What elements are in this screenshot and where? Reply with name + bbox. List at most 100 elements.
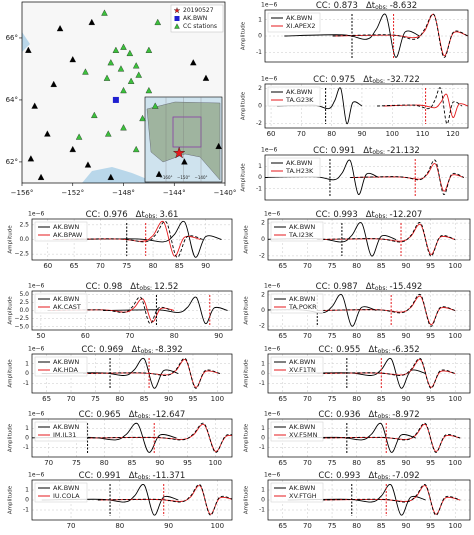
y-tick-label: 1	[25, 487, 29, 494]
y-tick-label: 0.0	[19, 236, 29, 243]
x-tick-label: 70	[303, 459, 312, 467]
frame	[31, 479, 233, 521]
legend-label: IM.IL31	[53, 431, 76, 439]
dt-sub: obs:	[378, 348, 391, 355]
panel-title: CC: 0.873 Δtobs: -8.632	[316, 1, 417, 11]
y-tick-label: 1	[261, 360, 265, 367]
x-tick-label: 75	[328, 395, 337, 403]
x-tick-label: 75	[91, 395, 100, 403]
y-tick-label: 0	[25, 497, 29, 504]
legend-label: AK.BWN	[289, 484, 315, 492]
panel-title: CC: 0.993 Δtobs: -7.092	[318, 471, 419, 481]
y-tick-label: 1	[258, 163, 262, 170]
cc-value: 0.993	[336, 471, 360, 481]
trace	[284, 13, 420, 58]
y-tick-label: -1	[23, 507, 29, 514]
y-tick-label: -1	[259, 507, 265, 514]
station-marker	[120, 43, 127, 50]
x-tick-label: 90	[357, 130, 366, 138]
dt-sub: obs:	[375, 4, 388, 11]
x-tick-label: 60	[267, 130, 276, 138]
dt-sub: obs:	[378, 474, 391, 481]
station-marker	[174, 23, 180, 29]
x-tick-label: 90	[401, 395, 410, 403]
y-tick-label: 0	[258, 103, 262, 110]
y-tick-label: 2	[258, 85, 262, 92]
dt-value: -6.352	[392, 345, 419, 355]
panel-title: CC: 0.98 Δtobs: 12.52	[86, 282, 179, 292]
cc-label: CC:	[318, 410, 333, 420]
station-marker	[107, 173, 115, 180]
y-axis-label: Amplitude	[241, 91, 247, 120]
x-tick-label: 100	[449, 262, 462, 270]
y-tick-label: -1	[256, 185, 262, 192]
panel-title: CC: 0.987 Δtobs: -15.492	[316, 282, 423, 292]
legend-label: TA.POKR	[288, 303, 317, 311]
station-marker	[181, 158, 188, 165]
station-marker	[25, 46, 32, 53]
panel-title: CC: 0.993 Δtobs: -12.207	[316, 210, 423, 220]
inset-tick-label: −140°	[195, 175, 208, 180]
y-tick-label: −2.5	[14, 315, 29, 322]
y-tick-label: -2	[259, 323, 265, 330]
cc-label: CC:	[79, 471, 94, 481]
station-marker	[107, 59, 115, 66]
legend-label: AK.CAST	[53, 303, 81, 311]
x-tick-label: 120	[446, 130, 459, 138]
offset-text: 1e−6	[264, 283, 281, 290]
legend-label: AK.BWN	[286, 159, 312, 167]
shifted-trace	[322, 422, 461, 453]
station-marker	[145, 87, 153, 94]
offset-text: 1e−6	[261, 147, 278, 154]
dt-value: -8.632	[390, 1, 417, 11]
event-marker	[172, 146, 186, 159]
x-tick-label: 70	[67, 522, 76, 530]
dt-value: -32.722	[387, 75, 420, 85]
shifted-trace	[350, 159, 465, 195]
x-tick-label: 90	[155, 459, 164, 467]
x-tick-label: −140°	[214, 189, 237, 197]
x-tick-label: 80	[352, 332, 361, 340]
frame	[31, 353, 233, 394]
cc-value: 0.936	[336, 410, 360, 420]
y-tick-label: 0	[25, 435, 29, 442]
trace	[74, 220, 222, 258]
y-tick-label: 2	[261, 291, 265, 298]
offset-text: 1e−6	[28, 283, 45, 290]
shifted-trace	[97, 483, 232, 516]
x-tick-label: 100	[449, 459, 462, 467]
x-tick-label: −152°	[61, 189, 84, 197]
legend-label: AK.BWN	[286, 88, 312, 96]
dt-value: -7.092	[392, 471, 419, 481]
legend-label: AK.BWN	[183, 15, 207, 22]
station-marker	[37, 173, 45, 180]
dt-value: -12.207	[390, 210, 423, 220]
x-tick-label: 75	[328, 522, 337, 530]
x-tick-label: 70	[303, 332, 312, 340]
x-tick-label: 95	[426, 395, 435, 403]
dt-label: Δt	[131, 345, 141, 355]
y-axis-label: Amplitude	[244, 296, 250, 325]
x-tick-label: 90	[401, 459, 410, 467]
station-marker	[69, 145, 76, 153]
shifted-trace	[377, 87, 463, 125]
y-tick-label: 1	[261, 425, 265, 432]
station-marker	[117, 65, 125, 72]
y-tick-label: 5.0	[19, 291, 29, 298]
cc-label: CC:	[313, 146, 328, 156]
offset-text: 1e−6	[261, 76, 278, 83]
dt-sub: obs:	[138, 413, 151, 420]
offset-text: 1e−6	[261, 2, 278, 9]
y-tick-label: −2.5	[14, 251, 29, 258]
station-marker	[103, 74, 111, 81]
legend-label: TA.G23K	[285, 96, 314, 104]
x-tick-label: 100	[211, 522, 224, 530]
dt-label: Δt	[130, 282, 140, 292]
y-tick-label: -2	[256, 120, 262, 127]
y-tick-label: 2	[261, 220, 265, 227]
y-axis-label: Amplitude	[8, 359, 14, 388]
y-axis-label: Amplitude	[8, 225, 14, 254]
legend-label: AK.BWN	[53, 358, 79, 366]
y-axis-label: Amplitude	[241, 163, 247, 192]
x-tick-label: 85	[377, 395, 386, 403]
